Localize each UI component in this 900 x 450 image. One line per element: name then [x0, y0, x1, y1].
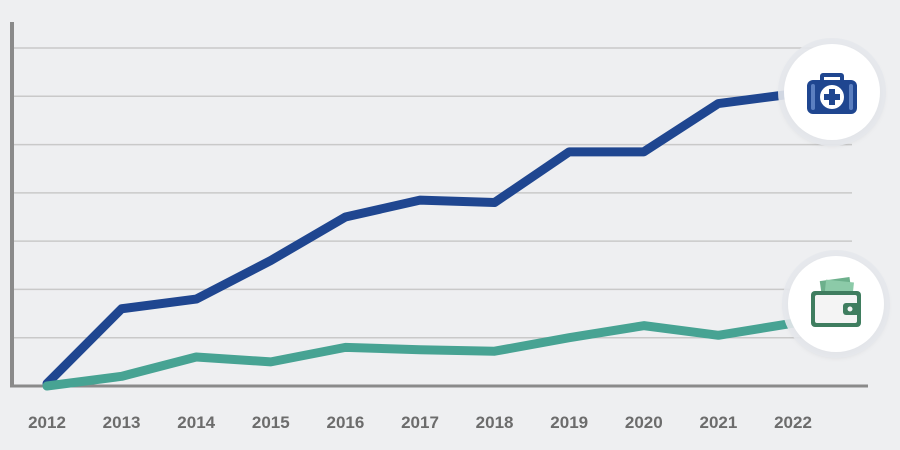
series-line-0 — [42, 89, 798, 389]
x-tick-label: 2016 — [326, 413, 364, 432]
x-tick-label: 2015 — [252, 413, 290, 432]
x-tick-labels: 2012 2013 2014 2015 2016 2017 2018 2019 2020 2021… — [28, 413, 812, 432]
x-tick-label: 2017 — [401, 413, 439, 432]
series-line-1 — [42, 318, 798, 391]
x-tick-label: 2021 — [699, 413, 737, 432]
wallet-icon — [811, 277, 861, 327]
wallet-badge — [788, 256, 884, 352]
x-tick-label: 2014 — [177, 413, 215, 432]
grid-lines — [12, 47, 852, 339]
x-tick-label: 2013 — [103, 413, 141, 432]
medical-kit-badge — [784, 44, 880, 140]
x-tick-label: 2020 — [625, 413, 663, 432]
x-tick-label: 2012 — [28, 413, 66, 432]
x-tick-label: 2022 — [774, 413, 812, 432]
medical-kit-icon — [807, 73, 857, 114]
series-lines — [42, 89, 798, 391]
x-tick-label: 2019 — [550, 413, 588, 432]
x-tick-label: 2018 — [476, 413, 514, 432]
